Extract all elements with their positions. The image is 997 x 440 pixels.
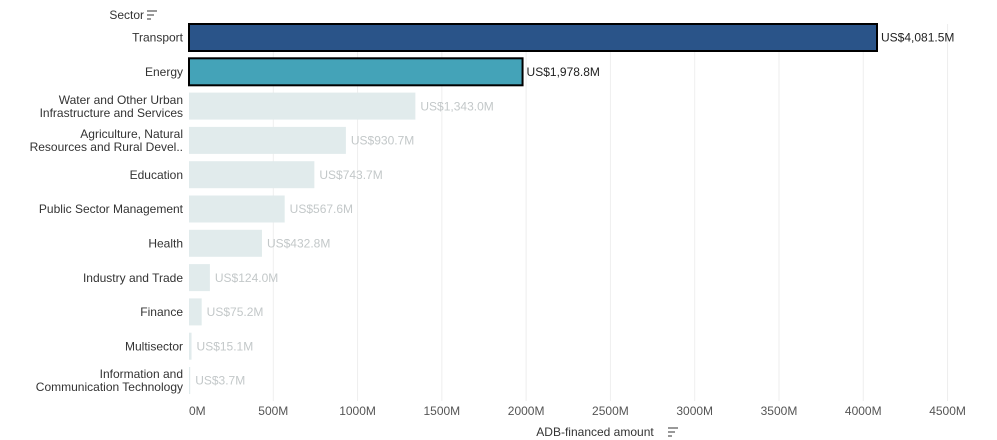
category-label: Transport <box>132 31 184 45</box>
value-label: US$124.0M <box>215 271 278 285</box>
value-label: US$3.7M <box>195 374 245 388</box>
value-label: US$75.2M <box>207 305 264 319</box>
value-label: US$930.7M <box>351 134 414 148</box>
bar[interactable] <box>188 23 878 52</box>
x-tick-label: 2000M <box>508 404 545 418</box>
bar[interactable] <box>189 298 202 326</box>
value-label: US$432.8M <box>267 237 330 251</box>
bar[interactable] <box>188 57 524 87</box>
bar[interactable] <box>189 126 346 154</box>
sort-descending-icon[interactable] <box>147 10 157 20</box>
gridlines <box>272 24 949 401</box>
category-label: Agriculture, Natural Resources and Rural … <box>30 127 183 154</box>
value-label: US$1,343.0M <box>420 99 493 113</box>
value-label: US$1,978.8M <box>527 65 600 79</box>
y-axis-title: Sector <box>109 8 144 22</box>
value-label: US$567.6M <box>290 202 353 216</box>
category-label: Health <box>148 237 183 251</box>
x-tick-label: 0M <box>189 404 206 418</box>
value-label: US$15.1M <box>197 339 254 353</box>
category-label: Education <box>130 168 183 182</box>
x-tick-label: 3000M <box>676 404 713 418</box>
bar[interactable] <box>189 92 416 120</box>
bars <box>188 23 878 394</box>
x-tick-label: 4000M <box>845 404 882 418</box>
bar[interactable] <box>189 195 285 223</box>
bar[interactable] <box>189 367 191 394</box>
category-label: Public Sector Management <box>39 202 184 216</box>
x-tick-label: 1000M <box>339 404 376 418</box>
category-labels: Transport Energy Water and Other Urban Infr… <box>30 31 184 395</box>
x-tick-label: 3500M <box>761 404 798 418</box>
bar[interactable] <box>189 161 315 189</box>
x-tick-label: 4500M <box>929 404 966 418</box>
value-label: US$4,081.5M <box>881 31 954 45</box>
category-label: Finance <box>140 305 183 319</box>
x-axis-title: ADB-financed amount <box>536 425 654 439</box>
bar[interactable] <box>189 229 262 257</box>
value-labels: US$4,081.5M US$1,978.8M US$1,343.0M US$930.… <box>195 31 954 388</box>
category-label: Energy <box>145 65 183 79</box>
category-label: Water and Other Urban Infrastructure and … <box>40 93 183 120</box>
x-tick-labels: 0M 500M 1000M 1500M 2000M 2500M 3000M 3500M 4000… <box>189 404 966 418</box>
bar[interactable] <box>189 264 210 292</box>
x-tick-label: 1500M <box>423 404 460 418</box>
x-tick-label: 500M <box>258 404 288 418</box>
value-label: US$743.7M <box>319 168 382 182</box>
category-label: Industry and Trade <box>83 271 183 285</box>
bar[interactable] <box>189 332 192 360</box>
x-tick-label: 2500M <box>592 404 629 418</box>
category-label: Multisector <box>125 339 183 353</box>
sort-descending-icon[interactable] <box>668 427 678 437</box>
category-label: Information and Communication Technology <box>36 367 183 394</box>
